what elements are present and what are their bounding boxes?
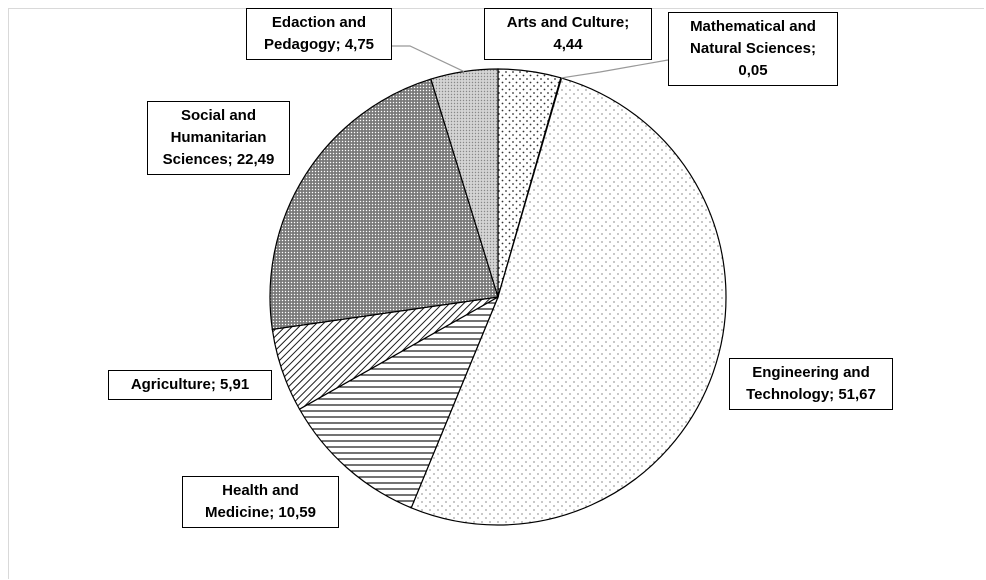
data-label-health-and-medicine: Health and Medicine; 10,59 xyxy=(182,476,339,528)
data-label-line: Humanitarian xyxy=(170,129,267,146)
leader-line-edaction xyxy=(392,45,465,73)
data-label-line: Mathematical and xyxy=(690,18,816,35)
data-label-agriculture: Agriculture; 5,91 xyxy=(108,370,272,400)
leader-line-mathematical xyxy=(561,59,669,79)
data-label-line: Medicine; 10,59 xyxy=(205,504,316,521)
data-label-line: Arts and Culture; xyxy=(506,14,630,31)
pie-slice-health-and-medicine xyxy=(298,295,500,509)
data-label-mathematical-and-natural-sciences: Mathematical and Natural Sciences; 0,05 xyxy=(668,12,838,86)
pie-slices xyxy=(269,68,727,526)
data-label-line: Natural Sciences; xyxy=(690,40,816,57)
pie-slice-engineering-and-technology xyxy=(410,77,727,526)
data-label-line: Sciences; 22,49 xyxy=(162,151,275,168)
data-label-line: Agriculture; 5,91 xyxy=(130,376,250,393)
pie-slice-edaction-and-pedagogy xyxy=(430,68,499,298)
data-label-line: Pedagogy; 4,75 xyxy=(263,36,375,53)
data-label-line: Engineering and xyxy=(752,364,870,381)
pie-slice-social-and-humanitarian-sciences xyxy=(269,78,499,331)
data-label-line: 4,44 xyxy=(553,36,583,53)
data-label-social-and-humanitarian-sciences: Social and Humanitarian Sciences; 22,49 xyxy=(147,101,290,175)
data-label-line: Edaction and xyxy=(271,14,367,31)
leader-lines xyxy=(392,45,669,79)
data-label-line: Social and xyxy=(180,107,257,124)
data-label-line: Health and xyxy=(222,482,299,499)
data-label-line: Technology; 51,67 xyxy=(746,386,876,403)
data-label-line: 0,05 xyxy=(738,62,768,79)
data-label-edaction-and-pedagogy: Edaction and Pedagogy; 4,75 xyxy=(246,8,392,60)
data-label-arts-and-culture: Arts and Culture; 4,44 xyxy=(484,8,652,60)
data-label-engineering-and-technology: Engineering and Technology; 51,67 xyxy=(729,358,893,410)
